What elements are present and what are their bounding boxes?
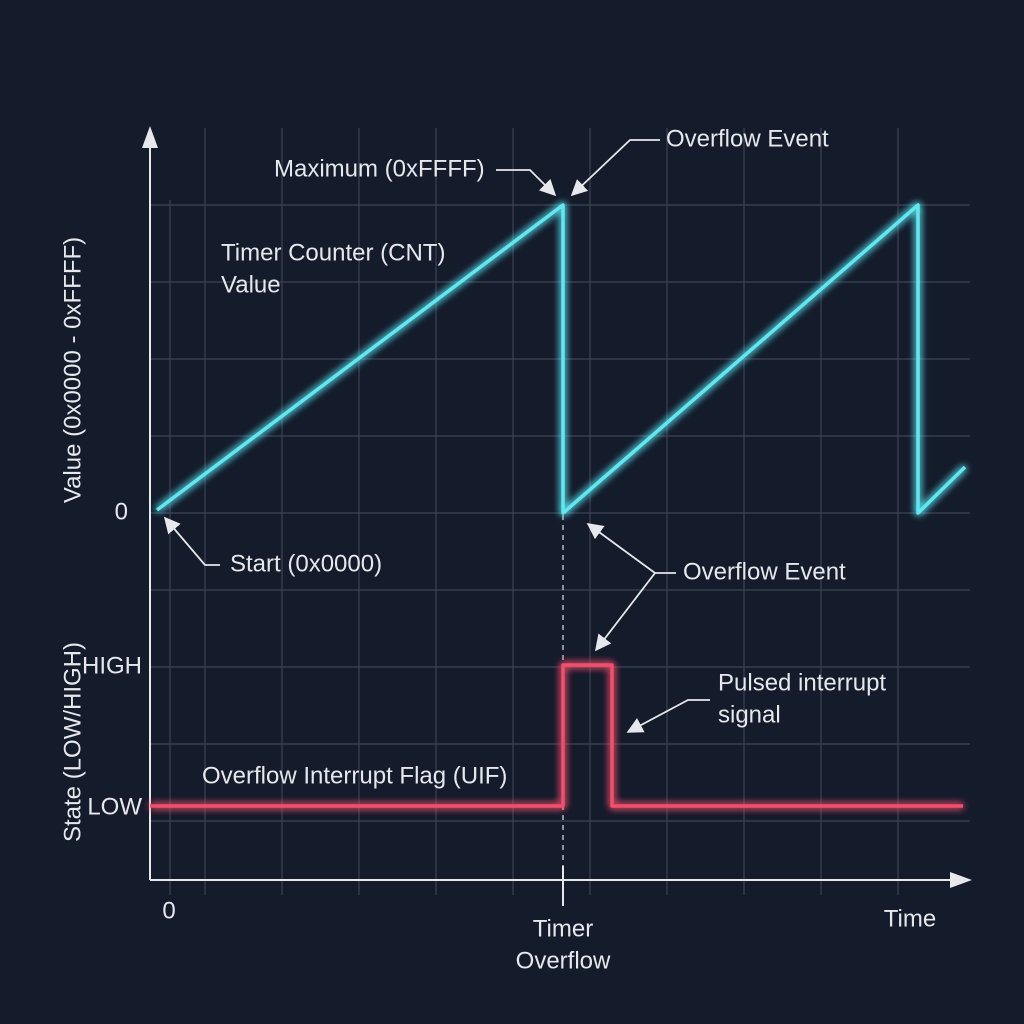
maximum-label: Maximum (0xFFFF) bbox=[274, 155, 485, 182]
x-marker-line1: Timer bbox=[533, 915, 593, 942]
arrow-maximum bbox=[496, 169, 557, 197]
flag-wave bbox=[150, 663, 963, 808]
overflow-middle-label: Overflow Event bbox=[683, 558, 846, 585]
arrow-overflow-top bbox=[570, 139, 660, 197]
low-label: LOW bbox=[87, 793, 142, 820]
x-axis-arrow bbox=[950, 872, 972, 888]
counter-wave bbox=[155, 203, 967, 515]
arrow-start bbox=[163, 516, 220, 566]
y-upper-label: Value (0x0000 - 0xFFFF) bbox=[59, 237, 86, 503]
counter-label-line2: Value bbox=[221, 271, 281, 298]
y-axis-arrow bbox=[142, 126, 158, 148]
arrow-overflow-flag bbox=[595, 572, 656, 652]
x-marker-line2: Overflow bbox=[516, 947, 611, 974]
flag-label: Overflow Interrupt Flag (UIF) bbox=[202, 762, 507, 789]
grid bbox=[150, 128, 970, 895]
high-label: HIGH bbox=[82, 652, 142, 679]
x-zero: 0 bbox=[162, 897, 175, 924]
y-zero: 0 bbox=[115, 498, 128, 525]
arrow-pulse bbox=[626, 699, 710, 733]
pulse-label-line2: signal bbox=[718, 701, 781, 728]
y-lower-label: State (LOW/HIGH) bbox=[59, 642, 86, 842]
overflow-top-label: Overflow Event bbox=[666, 125, 829, 152]
x-label: Time bbox=[884, 905, 936, 932]
start-label: Start (0x0000) bbox=[230, 550, 382, 577]
pulse-label-line1: Pulsed interrupt bbox=[718, 669, 886, 696]
counter-label-line1: Timer Counter (CNT) bbox=[221, 239, 445, 266]
